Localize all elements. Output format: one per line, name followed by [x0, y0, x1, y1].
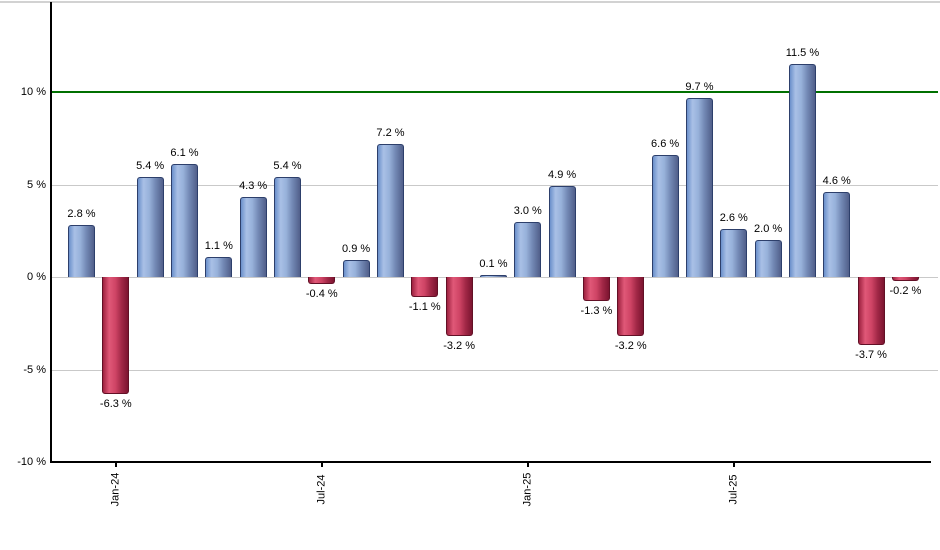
bar-value-label: 2.0 %: [754, 223, 783, 235]
x-axis-tick-label: Jan-24: [109, 472, 122, 507]
bar-value-label: 6.1 %: [170, 147, 199, 160]
y-axis-tick-label: 10 %: [20, 86, 46, 98]
bar-negative: [102, 277, 130, 394]
bar-positive: [273, 177, 301, 277]
bar-positive: [651, 154, 679, 277]
x-axis-tick: [115, 463, 117, 467]
bar-value-label: -3.7 %: [855, 349, 887, 362]
bar-value-label: 2.6 %: [719, 211, 748, 224]
bar-value-label: -6.3 %: [99, 397, 132, 410]
bar-positive: [479, 275, 507, 277]
reference-line-10pct: [50, 91, 938, 93]
bar-positive: [788, 64, 816, 277]
x-axis-tick: [527, 463, 529, 467]
bar-negative: [445, 277, 473, 337]
bar-negative: [617, 277, 645, 337]
y-axis-tick-label: -5 %: [23, 363, 46, 376]
bar-positive: [548, 186, 576, 277]
bar-value-label: 4.6 %: [822, 174, 851, 187]
x-axis-line: [50, 461, 931, 463]
x-axis-tick-label: Jul-25: [727, 474, 740, 505]
bar-value-label: 0.1 %: [479, 258, 508, 271]
bar-value-label: 4.9 %: [548, 169, 577, 182]
bar-negative: [891, 277, 919, 281]
bar-value-label: 6.6 %: [651, 137, 680, 150]
bar-positive: [720, 228, 748, 277]
bar-positive: [170, 164, 198, 277]
bar-positive: [685, 97, 713, 277]
bar-negative: [582, 277, 610, 302]
bar-value-label: 2.8 %: [67, 208, 96, 221]
bar-positive: [136, 177, 164, 277]
bar-value-label: -3.2 %: [614, 340, 647, 353]
y-axis-tick-label: 0 %: [27, 271, 46, 283]
bar-positive: [754, 240, 782, 277]
gridline--5pct: [50, 370, 938, 371]
bar-negative: [308, 277, 336, 285]
y-axis-tick-label: 5 %: [27, 178, 46, 191]
bar-value-label: -0.2 %: [889, 284, 922, 297]
bar-value-label: 11.5 %: [785, 47, 820, 60]
bar-positive: [514, 221, 542, 277]
bar-value-label: 5.4 %: [273, 160, 302, 173]
y-axis-line: [50, 2, 52, 462]
bar-value-label: -1.1 %: [408, 301, 441, 314]
bar-value-label: 3.0 %: [513, 204, 542, 217]
bar-value-label: -1.3 %: [580, 305, 613, 318]
bar-value-label: 4.3 %: [239, 180, 268, 193]
bar-positive: [376, 143, 404, 277]
bar-negative: [857, 277, 885, 346]
bar-positive: [205, 256, 233, 277]
bar-positive: [239, 197, 267, 277]
bar-value-label: -0.4 %: [305, 288, 338, 301]
bar-negative: [411, 277, 439, 298]
gridline-5pct: [50, 185, 938, 186]
bar-value-label: 9.7 %: [685, 80, 714, 93]
x-axis-tick: [733, 463, 735, 467]
bar-value-label: 5.4 %: [136, 160, 165, 173]
bar-value-label: 0.9 %: [342, 243, 371, 256]
bar-value-label: -3.2 %: [443, 340, 476, 353]
x-axis-tick-label: Jan-25: [521, 472, 534, 507]
bar-positive: [823, 191, 851, 277]
y-axis-tick-label: -10 %: [17, 456, 46, 468]
x-axis-tick-label: Jul-24: [315, 474, 328, 505]
bar-positive: [342, 260, 370, 277]
bar-value-label: 1.1 %: [204, 239, 233, 252]
bar-value-label: 7.2 %: [376, 126, 405, 139]
x-axis-tick: [321, 463, 323, 467]
chart-top-border: [0, 1, 940, 3]
gridline-0pct: [50, 277, 938, 278]
bar-positive: [68, 225, 95, 277]
